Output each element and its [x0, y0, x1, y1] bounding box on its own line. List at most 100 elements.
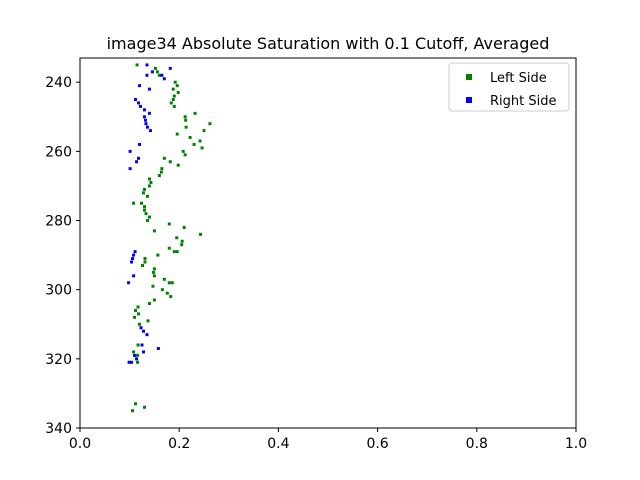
data-point: [134, 308, 138, 312]
data-point: [175, 250, 179, 254]
data-point: [151, 270, 155, 274]
data-point: [181, 149, 185, 153]
data-point: [143, 260, 147, 264]
data-point: [162, 77, 166, 81]
data-point: [140, 343, 144, 347]
data-point: [134, 98, 138, 101]
axes-frame: [79, 57, 577, 429]
data-point: [160, 288, 164, 292]
data-point: [157, 73, 161, 77]
data-point: [169, 295, 173, 299]
data-point: [128, 149, 132, 153]
data-point: [193, 111, 197, 115]
data-point: [152, 229, 156, 233]
legend-marker: [466, 74, 472, 80]
data-point: [145, 219, 149, 223]
data-point: [171, 98, 175, 101]
data-point: [167, 246, 171, 250]
data-point: [148, 129, 152, 133]
data-point: [138, 142, 142, 146]
y-tick-label: 340: [45, 421, 72, 437]
data-point: [170, 281, 174, 285]
data-point: [137, 312, 141, 316]
data-point: [151, 284, 155, 288]
data-point: [139, 326, 143, 330]
data-point: [133, 353, 137, 357]
data-point: [134, 402, 138, 406]
legend-label: Right Side: [490, 94, 556, 109]
data-point: [167, 281, 171, 285]
data-point: [175, 132, 179, 136]
x-tick-label: 0.0: [69, 436, 91, 452]
data-point: [140, 201, 143, 205]
data-point: [132, 350, 136, 354]
data-point: [184, 118, 188, 122]
data-point: [152, 267, 156, 271]
data-point: [146, 319, 150, 323]
data-point: [153, 66, 157, 70]
data-point: [149, 180, 153, 184]
data-point: [175, 236, 179, 240]
data-point: [156, 346, 160, 350]
data-point: [143, 257, 147, 261]
data-point: [138, 84, 142, 88]
data-point: [141, 263, 144, 267]
data-point: [131, 409, 135, 413]
data-point: [175, 84, 179, 88]
data-point: [183, 153, 187, 157]
data-point: [133, 315, 137, 319]
data-point: [172, 104, 176, 108]
x-tick-label: 0.4: [267, 436, 289, 452]
data-point: [176, 163, 180, 167]
data-point: [157, 174, 161, 178]
data-point: [141, 329, 145, 333]
data-point: [144, 122, 148, 126]
data-point: [155, 70, 159, 74]
x-tick-label: 0.8: [466, 436, 488, 452]
data-point: [141, 350, 145, 354]
data-point: [147, 302, 151, 306]
data-point: [132, 274, 136, 278]
data-point: [192, 142, 196, 146]
data-point: [132, 253, 136, 257]
data-point: [145, 194, 149, 198]
data-point: [136, 353, 140, 357]
legend-box: [448, 62, 570, 112]
chart-title: image34 Absolute Saturation with 0.1 Cut…: [107, 34, 550, 53]
data-point: [147, 177, 151, 181]
legend: Left Side Right Side: [448, 62, 570, 112]
data-point: [128, 167, 132, 171]
data-point: [145, 63, 149, 67]
data-point: [143, 118, 147, 122]
series-left-side: [131, 63, 212, 413]
data-point: [145, 333, 149, 337]
data-point: [172, 250, 176, 254]
x-axis: 0.0 0.2 0.4 0.6 0.8 1.0: [69, 428, 587, 452]
x-tick-label: 0.6: [366, 436, 388, 452]
y-tick-label: 300: [45, 283, 72, 299]
data-point: [159, 170, 163, 174]
data-point: [188, 136, 192, 140]
x-tick-label: 0.2: [168, 436, 190, 452]
y-tick-label: 260: [45, 144, 72, 160]
data-point: [165, 291, 169, 295]
data-point: [169, 101, 173, 105]
series-right-side: [127, 63, 172, 364]
data-point: [171, 87, 175, 91]
y-tick-label: 320: [45, 352, 72, 368]
data-point: [142, 108, 146, 112]
data-point: [142, 115, 146, 119]
data-point: [202, 129, 206, 133]
data-point: [180, 239, 184, 243]
data-point: [184, 125, 188, 129]
data-point: [167, 222, 171, 226]
data-point: [152, 274, 156, 278]
data-point: [147, 215, 151, 219]
data-point: [139, 104, 143, 108]
data-point: [142, 208, 146, 212]
x-tick-label: 1.0: [565, 436, 587, 452]
data-point: [200, 146, 204, 150]
data-point: [176, 91, 180, 95]
data-point: [142, 405, 146, 409]
